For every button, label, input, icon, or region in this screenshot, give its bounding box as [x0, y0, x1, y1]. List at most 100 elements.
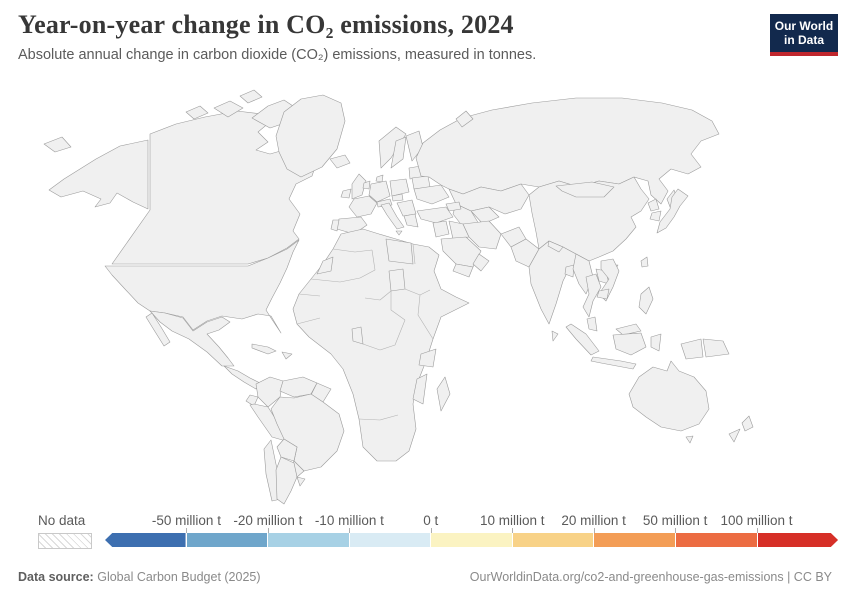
legend-segment[interactable]	[105, 533, 186, 547]
country-czechia[interactable]	[391, 193, 404, 202]
legend-segment[interactable]	[757, 533, 839, 547]
country-turkey[interactable]	[416, 206, 454, 224]
region-balkans[interactable]	[396, 199, 417, 217]
country-portugal[interactable]	[330, 219, 340, 232]
country-italy-sicily[interactable]	[395, 230, 403, 236]
legend-segment[interactable]	[594, 533, 675, 547]
legend-segment[interactable]	[512, 533, 594, 547]
country-nepal[interactable]	[547, 240, 564, 253]
country-malaysia-borneo[interactable]	[615, 323, 642, 336]
country-borders	[296, 243, 434, 421]
country-japan[interactable]	[656, 188, 689, 234]
country-uruguay[interactable]	[296, 476, 306, 487]
country-greece[interactable]	[403, 213, 419, 228]
logo-line2: in Data	[783, 33, 824, 47]
footer-link[interactable]: OurWorldinData.org/co2-and-greenhouse-ga…	[469, 570, 832, 584]
legend: No data -50 million t -20 million t -10 mi…	[0, 509, 850, 555]
owid-logo[interactable]: Our World in Data	[770, 14, 838, 56]
country-indonesia-papua[interactable]	[680, 338, 704, 360]
country-canada-island[interactable]	[239, 89, 263, 104]
country-philippines[interactable]	[638, 286, 654, 315]
country-sri-lanka[interactable]	[551, 330, 559, 342]
legend-tick-mark	[267, 528, 269, 533]
country-tanzania[interactable]	[418, 348, 437, 368]
country-iceland[interactable]	[329, 154, 351, 169]
legend-tick-label: -10 million t	[314, 513, 384, 528]
country-chad[interactable]	[388, 268, 406, 292]
country-new-zealand-south[interactable]	[728, 428, 741, 443]
logo-line1: Our World	[774, 19, 834, 33]
legend-tick-label: -20 million t	[233, 513, 303, 528]
world-map	[43, 89, 754, 505]
country-bolivia[interactable]	[276, 438, 298, 462]
country-canada-island[interactable]	[213, 100, 244, 118]
country-western-sahara[interactable]	[316, 256, 334, 275]
country-greenland[interactable]	[275, 94, 346, 178]
country-ireland[interactable]	[340, 188, 352, 199]
country-cambodia[interactable]	[596, 288, 610, 300]
page-title: Year-on-year change in CO₂ emissions, 20…	[18, 10, 514, 39]
country-oman[interactable]	[472, 253, 490, 272]
legend-tick-mark	[512, 528, 514, 533]
country-south-korea[interactable]	[649, 210, 662, 222]
country-mexico-baja[interactable]	[145, 312, 171, 347]
country-mozambique[interactable]	[412, 373, 428, 405]
country-madagascar[interactable]	[436, 376, 451, 412]
country-australia-tasmania[interactable]	[685, 435, 694, 444]
legend-tick-mark	[430, 528, 432, 533]
legend-tick-label: 20 million t	[561, 513, 626, 528]
country-russia-chukotka[interactable]	[43, 136, 72, 153]
country-iran[interactable]	[462, 220, 502, 250]
legend-segment[interactable]	[349, 533, 431, 547]
country-indonesia-sulawesi[interactable]	[650, 333, 662, 352]
country-argentina[interactable]	[275, 456, 298, 505]
country-yemen[interactable]	[452, 263, 474, 278]
country-bangladesh[interactable]	[564, 264, 575, 278]
legend-tick-label: -50 million t	[151, 513, 221, 528]
country-mongolia[interactable]	[555, 181, 615, 198]
no-data-swatch[interactable]	[38, 533, 92, 549]
legend-tick-mark	[756, 528, 758, 533]
country-ukraine[interactable]	[413, 184, 450, 205]
page-subtitle: Absolute annual change in carbon dioxide…	[18, 47, 537, 63]
data-source: Data source: Global Carbon Budget (2025)	[18, 570, 261, 584]
country-north-korea[interactable]	[647, 198, 660, 212]
country-canada-island[interactable]	[185, 105, 209, 120]
region-africa[interactable]	[292, 228, 470, 462]
country-australia[interactable]	[628, 360, 710, 432]
country-new-zealand-north[interactable]	[741, 415, 754, 432]
legend-tick-mark	[186, 528, 188, 533]
country-taiwan[interactable]	[640, 256, 649, 268]
country-russia-novaya-zemlya[interactable]	[455, 110, 474, 128]
country-sweden[interactable]	[390, 136, 407, 169]
country-indonesia-java[interactable]	[590, 356, 637, 370]
country-indonesia-sumatra[interactable]	[565, 323, 600, 356]
country-mexico[interactable]	[149, 310, 235, 367]
region-benelux[interactable]	[362, 180, 371, 190]
country-thailand[interactable]	[582, 273, 602, 318]
country-denmark[interactable]	[375, 174, 384, 183]
legend-segment[interactable]	[186, 533, 268, 547]
region-caucasus[interactable]	[445, 201, 462, 212]
legend-segment[interactable]	[675, 533, 757, 547]
legend-segment[interactable]	[268, 533, 349, 547]
country-libya[interactable]	[385, 238, 414, 265]
country-papua-new-guinea[interactable]	[702, 338, 730, 358]
country-france[interactable]	[348, 195, 378, 218]
country-cuba[interactable]	[251, 343, 277, 355]
data-source-value: Global Carbon Budget (2025)	[97, 570, 261, 584]
country-cameroon[interactable]	[351, 326, 364, 345]
country-malaysia-peninsula[interactable]	[586, 316, 598, 332]
country-italy[interactable]	[380, 202, 405, 230]
legend-tick-label: 0 t	[423, 513, 439, 528]
country-poland[interactable]	[389, 178, 410, 197]
region-levant[interactable]	[432, 220, 450, 238]
country-indonesia-borneo[interactable]	[612, 332, 647, 356]
country-peru[interactable]	[249, 403, 287, 442]
country-germany[interactable]	[368, 180, 391, 203]
country-usa-alaska[interactable]	[48, 139, 149, 210]
legend-segment[interactable]	[431, 533, 512, 547]
country-uzbekistan[interactable]	[470, 206, 500, 225]
country-hispaniola[interactable]	[281, 351, 293, 360]
country-brazil[interactable]	[270, 393, 345, 472]
